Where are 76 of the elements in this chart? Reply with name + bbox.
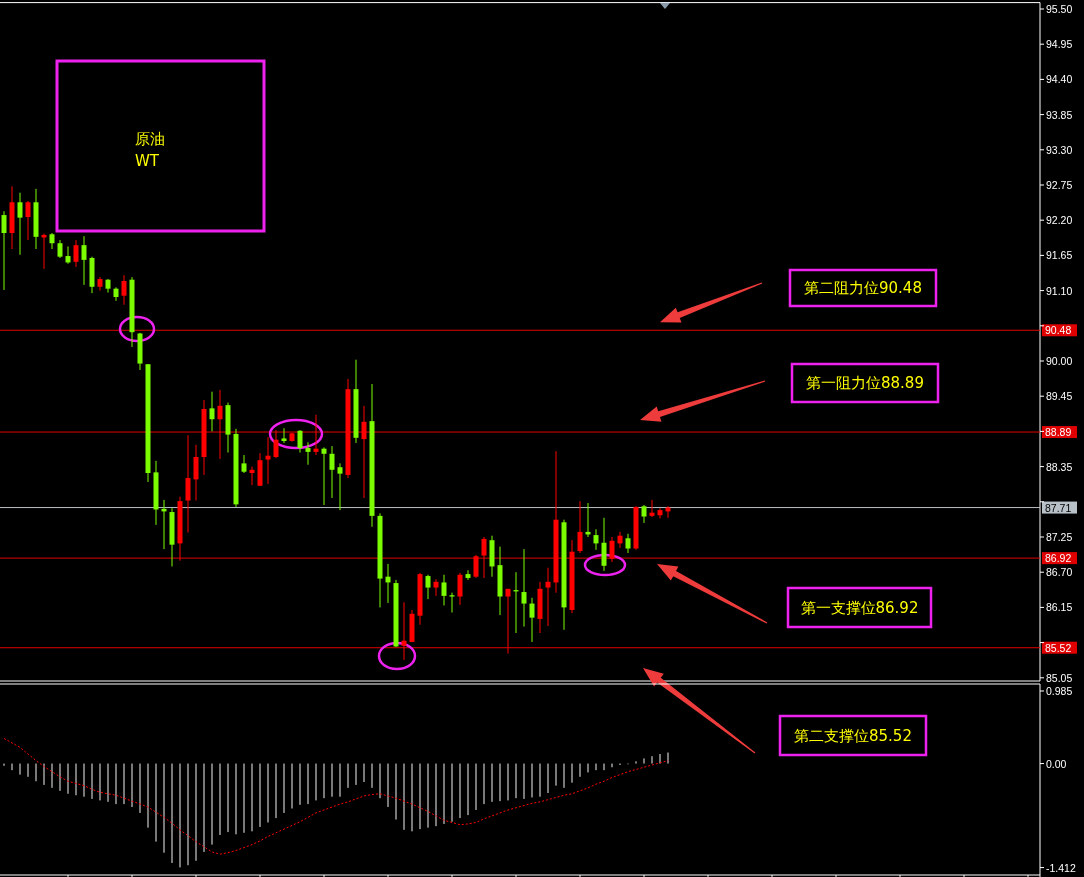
- ref-line-label: 88.89: [1045, 426, 1072, 439]
- annotation: 第二支撑位85.52: [794, 726, 912, 745]
- candlestick: [217, 389, 223, 460]
- candlestick: [297, 429, 303, 454]
- candlestick: [241, 454, 247, 474]
- candlestick: [265, 436, 271, 485]
- annotation: 第一支撑位86.92: [800, 598, 919, 617]
- candlestick: [321, 446, 327, 506]
- candlestick: [473, 554, 479, 579]
- candlestick: [313, 414, 319, 456]
- candlestick: [529, 597, 535, 643]
- candlestick: [505, 588, 511, 654]
- candlestick: [281, 427, 287, 444]
- annotation: 第一阻力位88.89: [806, 374, 924, 392]
- ref-line-label: 85.52: [1045, 641, 1072, 654]
- candlestick: [113, 286, 119, 302]
- candlestick: [441, 574, 447, 606]
- y-tick-label: 92.20: [1046, 214, 1073, 227]
- candlestick: [425, 574, 431, 600]
- y-tick-label: 95.50: [1046, 3, 1073, 15]
- y-tick-label: 85.05: [1046, 671, 1073, 684]
- candlestick: [449, 592, 455, 614]
- y-tick-label: 89.45: [1046, 390, 1073, 403]
- y-tick-label: 94.40: [1046, 73, 1073, 86]
- y-tick-label: 86.70: [1046, 566, 1073, 579]
- y-tick-label: 91.65: [1046, 249, 1073, 262]
- candlestick: [249, 466, 255, 486]
- candlestick: [593, 528, 599, 551]
- candlestick: [457, 572, 463, 606]
- candlestick: [649, 499, 655, 518]
- candlestick: [625, 533, 631, 554]
- candlestick: [121, 274, 127, 306]
- ref-line-label: 90.48: [1045, 324, 1072, 337]
- candlestick: [361, 405, 367, 499]
- y-tick-label: 87.25: [1046, 531, 1073, 543]
- y-tick-label: 92.75: [1046, 179, 1073, 191]
- candlestick: [657, 507, 663, 519]
- candlestick: [601, 517, 607, 572]
- candlestick: [25, 200, 31, 241]
- ref-line-label: 87.71: [1045, 501, 1072, 514]
- candlestick: [577, 500, 583, 554]
- y-tick-label: -1.412: [1046, 861, 1076, 874]
- y-tick-label: 0.00: [1046, 757, 1067, 770]
- y-tick-label: 94.95: [1046, 38, 1073, 51]
- candlestick: [185, 434, 191, 534]
- candlestick: [81, 235, 87, 286]
- y-tick-label: 0.985: [1046, 685, 1073, 697]
- candlestick: [545, 567, 551, 627]
- candlestick: [97, 276, 103, 292]
- candlestick: [73, 239, 79, 268]
- candlestick: [65, 245, 71, 265]
- y-tick-label: 86.15: [1046, 601, 1073, 614]
- candlestick: [329, 445, 335, 499]
- text: 原油 WT: [135, 130, 165, 170]
- annotation: 第二阻力位90.48: [804, 279, 922, 297]
- line-series: [3, 738, 669, 855]
- y-tick-label: 90.00: [1046, 355, 1073, 367]
- candlestick: [17, 192, 23, 256]
- candlestick: [305, 441, 311, 466]
- y-tick-label: 91.10: [1046, 284, 1073, 297]
- candlestick: [433, 578, 439, 597]
- candlestick: [609, 536, 615, 563]
- candlestick: [465, 569, 471, 581]
- candlestick: [401, 601, 407, 661]
- candlestick: [209, 391, 215, 432]
- candlestick: [617, 531, 623, 549]
- candlestick: [337, 462, 343, 511]
- candlestick: [193, 444, 199, 502]
- ref-line-label: 86.92: [1045, 552, 1072, 565]
- candlestick: [1, 210, 7, 291]
- y-tick-label: 88.35: [1046, 460, 1073, 473]
- y-tick-label: 93.30: [1046, 143, 1073, 156]
- y-tick-label: 93.85: [1046, 108, 1073, 121]
- candlestick: [481, 536, 487, 579]
- candlestick: [521, 548, 527, 628]
- candlestick: [273, 429, 279, 459]
